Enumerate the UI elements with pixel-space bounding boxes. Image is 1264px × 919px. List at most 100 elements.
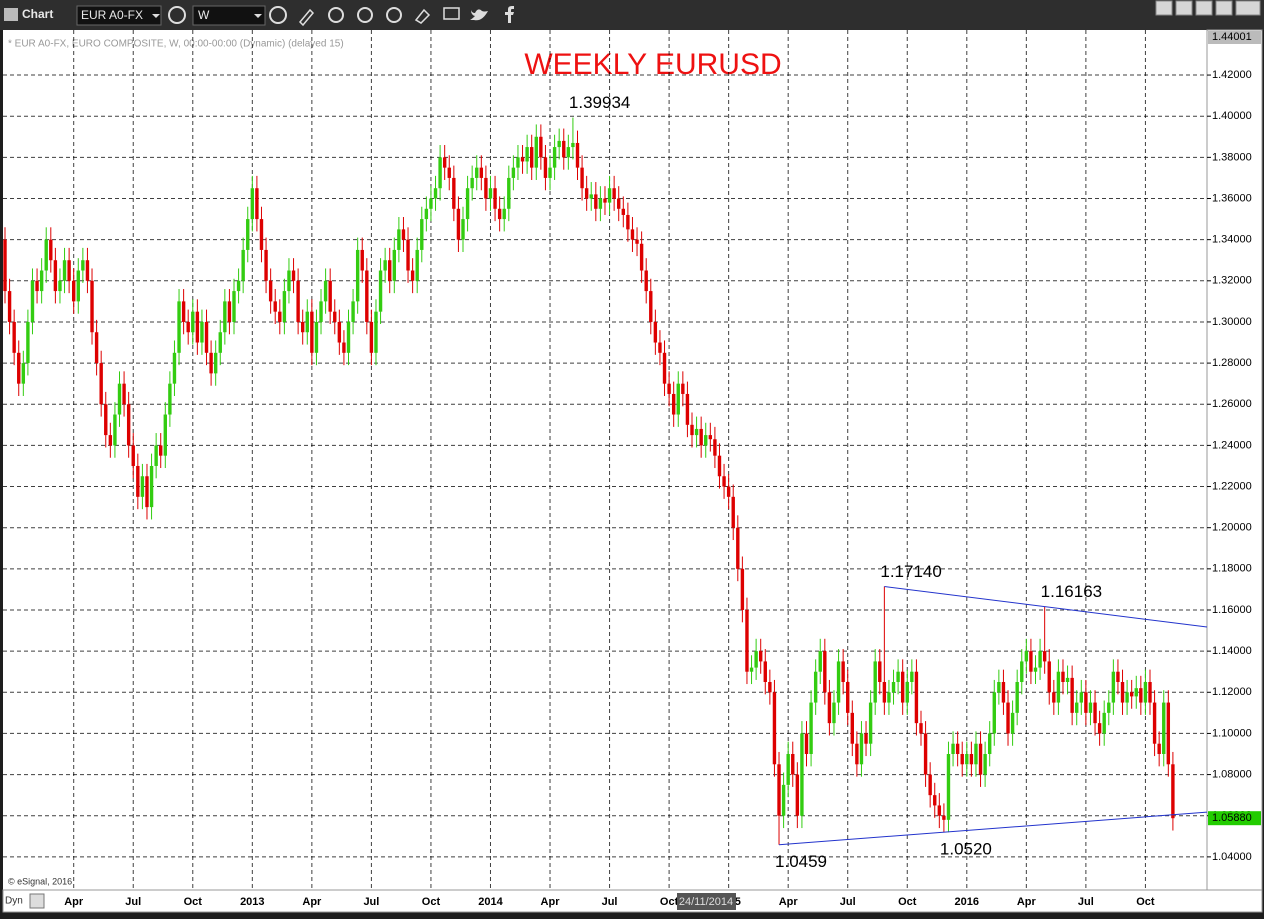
x-tick-label: Jul	[602, 896, 618, 908]
candle-body	[218, 332, 222, 353]
candle-body	[461, 219, 465, 240]
candle-body	[1093, 702, 1097, 724]
close-button[interactable]	[1235, 0, 1261, 16]
candle-body	[388, 260, 392, 281]
link-button[interactable]	[1175, 0, 1193, 16]
chart-info: * EUR A0-FX, EURO COMPOSITE, W, 00:00-00…	[8, 39, 344, 50]
tool-icon[interactable]	[414, 8, 431, 24]
candle-body	[662, 352, 667, 384]
help-button[interactable]	[1155, 0, 1173, 16]
candle-body	[1029, 651, 1033, 672]
candle-body	[113, 414, 117, 446]
symbol-box[interactable]	[76, 5, 162, 26]
symbol[interactable]: EUR A0-FX	[81, 8, 143, 22]
interval[interactable]: W	[198, 8, 210, 22]
candle-body	[626, 214, 630, 230]
candle-body	[159, 445, 163, 456]
candle-body	[282, 291, 287, 322]
candle-body	[62, 260, 67, 281]
candle-body	[420, 219, 424, 250]
candle-body	[365, 270, 369, 322]
dropdown-arrow[interactable]	[254, 14, 262, 18]
candle-body	[273, 301, 277, 312]
candle-body	[804, 733, 809, 755]
price-axis	[1206, 29, 1263, 891]
candle-body	[154, 445, 158, 466]
candle-body	[864, 733, 868, 744]
candle-body	[1084, 692, 1088, 713]
candle-body	[401, 229, 406, 240]
candle-body	[868, 702, 873, 744]
candle-body	[1129, 692, 1134, 697]
minimize-button[interactable]	[1195, 0, 1213, 16]
candle-body	[301, 321, 305, 333]
candle-body	[49, 239, 53, 261]
candle-body	[548, 167, 552, 178]
candle-body	[955, 743, 960, 755]
candle-body	[520, 157, 525, 162]
candle-body	[333, 311, 337, 322]
candle-body	[1097, 723, 1102, 734]
candle-body	[177, 301, 181, 353]
candle-body	[1070, 677, 1074, 713]
interval-box[interactable]	[192, 5, 266, 26]
candle-body	[850, 712, 854, 744]
mode-icon[interactable]	[29, 893, 45, 909]
play-icon[interactable]	[357, 7, 373, 23]
candle-body	[905, 681, 909, 703]
candle-body	[726, 486, 731, 497]
candle-body	[791, 754, 795, 775]
comment-icon[interactable]	[443, 7, 460, 20]
zoom-icon[interactable]	[386, 7, 402, 23]
candle-body	[12, 321, 16, 353]
facebook-icon[interactable]	[505, 6, 514, 23]
candle-body	[786, 754, 790, 785]
settings-icon[interactable]	[168, 6, 186, 24]
candle-body	[181, 301, 186, 322]
candle-body	[438, 157, 442, 189]
candle-body	[30, 280, 35, 322]
candle-body	[149, 465, 154, 508]
y-tick-label: 1.16000	[1212, 604, 1252, 616]
candle-body	[543, 157, 548, 178]
maximize-button[interactable]	[1215, 0, 1233, 16]
candle-body	[342, 342, 346, 353]
copyright: © eSignal, 2016	[8, 876, 72, 886]
y-tick-label: 1.38000	[1212, 151, 1252, 163]
y-tick-label: 1.22000	[1212, 480, 1252, 492]
candle-body	[507, 177, 511, 209]
candle-body	[580, 167, 584, 189]
x-tick-label: Jul	[125, 896, 141, 908]
dropdown-arrow[interactable]	[152, 14, 160, 18]
candle-body	[969, 754, 974, 765]
candle-body	[818, 651, 822, 672]
candle-body	[108, 435, 113, 446]
clock-icon[interactable]	[269, 6, 287, 24]
candle-body	[745, 609, 749, 672]
candle-body	[278, 311, 282, 322]
y-tick-label: 1.34000	[1212, 234, 1252, 246]
candle-body	[236, 280, 241, 292]
candle-body	[649, 291, 653, 322]
candle-body	[406, 239, 410, 271]
y-tick-label: 1.28000	[1212, 357, 1252, 369]
candle-body	[882, 681, 887, 703]
candle-body	[1047, 661, 1051, 693]
candle-body	[754, 651, 758, 668]
refresh-icon[interactable]	[328, 7, 344, 23]
x-tick-label: 2016	[955, 896, 979, 908]
candle-body	[1075, 702, 1079, 713]
x-tick-label: 2014	[478, 896, 503, 908]
twitter-icon[interactable]	[470, 9, 488, 21]
candle-body	[1042, 651, 1047, 662]
candle-body	[685, 393, 690, 425]
candle-body	[305, 311, 309, 333]
draw-icon[interactable]	[298, 8, 315, 27]
candle-body	[1061, 671, 1065, 682]
candle-body	[900, 671, 905, 703]
candle-body	[722, 476, 726, 487]
candle-body	[571, 142, 575, 148]
candle-body	[1107, 702, 1111, 713]
annotation: 1.0459	[775, 852, 827, 871]
annotation: 1.0520	[940, 840, 992, 859]
